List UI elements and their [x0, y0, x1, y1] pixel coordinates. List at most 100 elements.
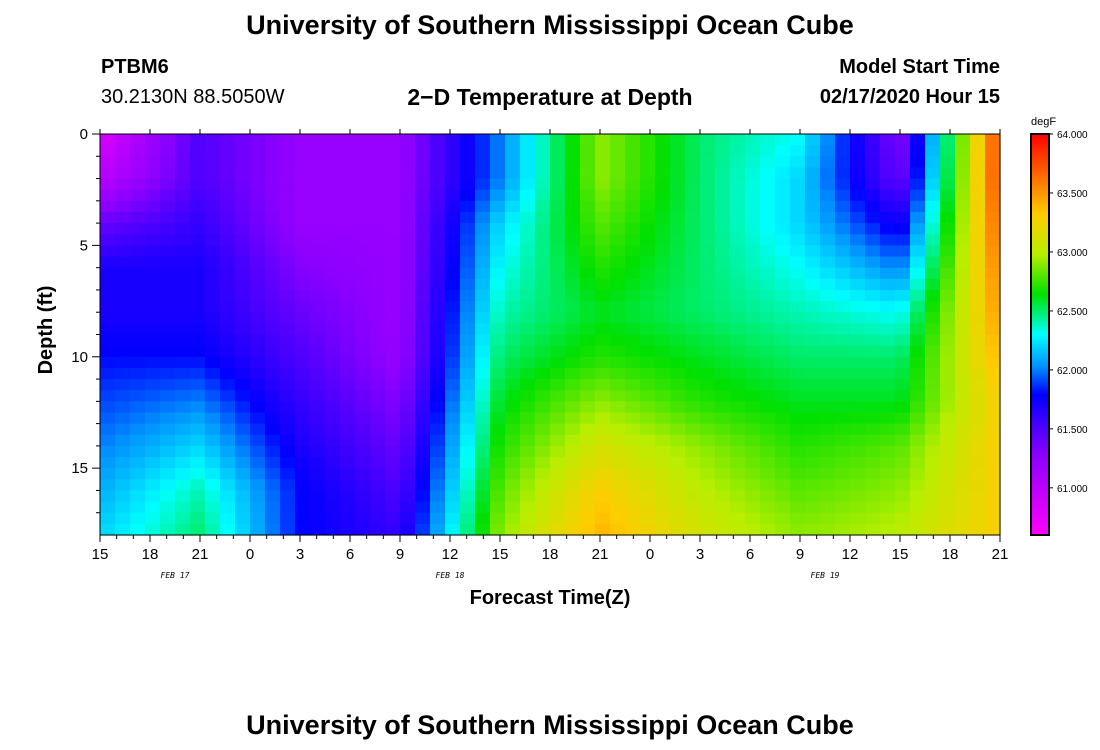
heatmap-cell [910, 200, 926, 213]
heatmap-cell [625, 490, 641, 503]
heatmap-cell [775, 356, 791, 369]
heatmap-cell [550, 245, 566, 258]
heatmap-cell [355, 145, 371, 157]
heatmap-cell [130, 412, 146, 425]
heatmap-cell [925, 479, 941, 492]
heatmap-cell [385, 189, 401, 202]
heatmap-cell [940, 501, 956, 514]
heatmap-cell [550, 379, 566, 391]
heatmap-cell [775, 267, 791, 280]
heatmap-cell [565, 345, 581, 358]
heatmap-cell [595, 245, 611, 258]
heatmap-cell [955, 345, 971, 358]
heatmap-cell [355, 345, 371, 358]
heatmap-cell [325, 445, 341, 458]
heatmap-cell [160, 134, 176, 146]
heatmap-cell [535, 323, 551, 336]
heatmap-cell [925, 167, 941, 180]
heatmap-cell [610, 468, 626, 480]
heatmap-cell [850, 390, 866, 402]
heatmap-cell [715, 412, 731, 425]
heatmap-cell [895, 512, 911, 525]
heatmap-cell [400, 189, 416, 202]
heatmap-cell [745, 501, 761, 514]
heatmap-cell [715, 445, 731, 458]
heatmap-cell [925, 345, 941, 358]
heatmap-cell [205, 523, 221, 536]
heatmap-cell [190, 523, 206, 536]
heatmap-cell [250, 367, 266, 380]
heatmap-cell [985, 200, 1001, 213]
heatmap-cell [955, 367, 971, 380]
heatmap-cell [835, 278, 851, 291]
heatmap-cell [310, 267, 326, 280]
heatmap-cell [505, 490, 521, 503]
heatmap-cell [475, 367, 491, 380]
heatmap-cell [940, 289, 956, 302]
heatmap-cell [565, 412, 581, 425]
heatmap-cell [865, 457, 881, 469]
heatmap-cell [880, 501, 896, 514]
heatmap-cell [625, 289, 641, 302]
heatmap-cell [655, 401, 671, 414]
heatmap-cell [475, 245, 491, 258]
heatmap-cell [355, 234, 371, 246]
heatmap-cell [520, 278, 536, 291]
heatmap-cell [865, 289, 881, 302]
heatmap-cell [865, 501, 881, 514]
heatmap-cell [625, 434, 641, 447]
heatmap-cell [910, 356, 926, 369]
heatmap-cell [190, 189, 206, 202]
heatmap-cell [850, 323, 866, 336]
heatmap-cell [445, 390, 461, 402]
heatmap-cell [895, 312, 911, 324]
heatmap-cell [100, 178, 116, 191]
heatmap-cell [895, 267, 911, 280]
heatmap-cell [355, 312, 371, 324]
heatmap-cell [685, 211, 701, 224]
heatmap-cell [715, 256, 731, 269]
heatmap-cell [640, 412, 656, 425]
heatmap-cell [850, 278, 866, 291]
heatmap-cell [610, 390, 626, 402]
heatmap-cell [280, 334, 296, 347]
heatmap-cell [835, 256, 851, 269]
heatmap-cell [175, 434, 191, 447]
heatmap-cell [505, 390, 521, 402]
heatmap-cell [685, 200, 701, 213]
heatmap-cell [535, 501, 551, 514]
heatmap-cell [535, 445, 551, 458]
heatmap-cell [730, 289, 746, 302]
heatmap-cell [475, 356, 491, 369]
x-tick-label: 21 [592, 546, 609, 563]
heatmap-cell [625, 479, 641, 492]
heatmap-cell [115, 323, 131, 336]
heatmap-cell [850, 367, 866, 380]
heatmap-cell [250, 211, 266, 224]
heatmap-cell [985, 356, 1001, 369]
heatmap-cell [835, 468, 851, 480]
heatmap-cell [970, 523, 986, 536]
heatmap-cell [235, 390, 251, 402]
heatmap-cell [625, 223, 641, 235]
heatmap-cell [220, 301, 236, 313]
heatmap-cell [715, 345, 731, 358]
heatmap-cell [415, 412, 431, 425]
heatmap-cell [760, 256, 776, 269]
heatmap-cell [400, 245, 416, 258]
heatmap-cell [850, 468, 866, 480]
heatmap-cell [100, 501, 116, 514]
heatmap-cell [565, 390, 581, 402]
heatmap-cell [790, 256, 806, 269]
heatmap-cell [580, 278, 596, 291]
heatmap-cell [670, 390, 686, 402]
heatmap-cell [520, 289, 536, 302]
heatmap-cell [250, 479, 266, 492]
heatmap-cell [370, 468, 386, 480]
heatmap-cell [190, 256, 206, 269]
heatmap-cell [745, 379, 761, 391]
heatmap-cell [370, 200, 386, 213]
heatmap-cell [880, 390, 896, 402]
heatmap-cell [205, 379, 221, 391]
heatmap-cell [475, 267, 491, 280]
